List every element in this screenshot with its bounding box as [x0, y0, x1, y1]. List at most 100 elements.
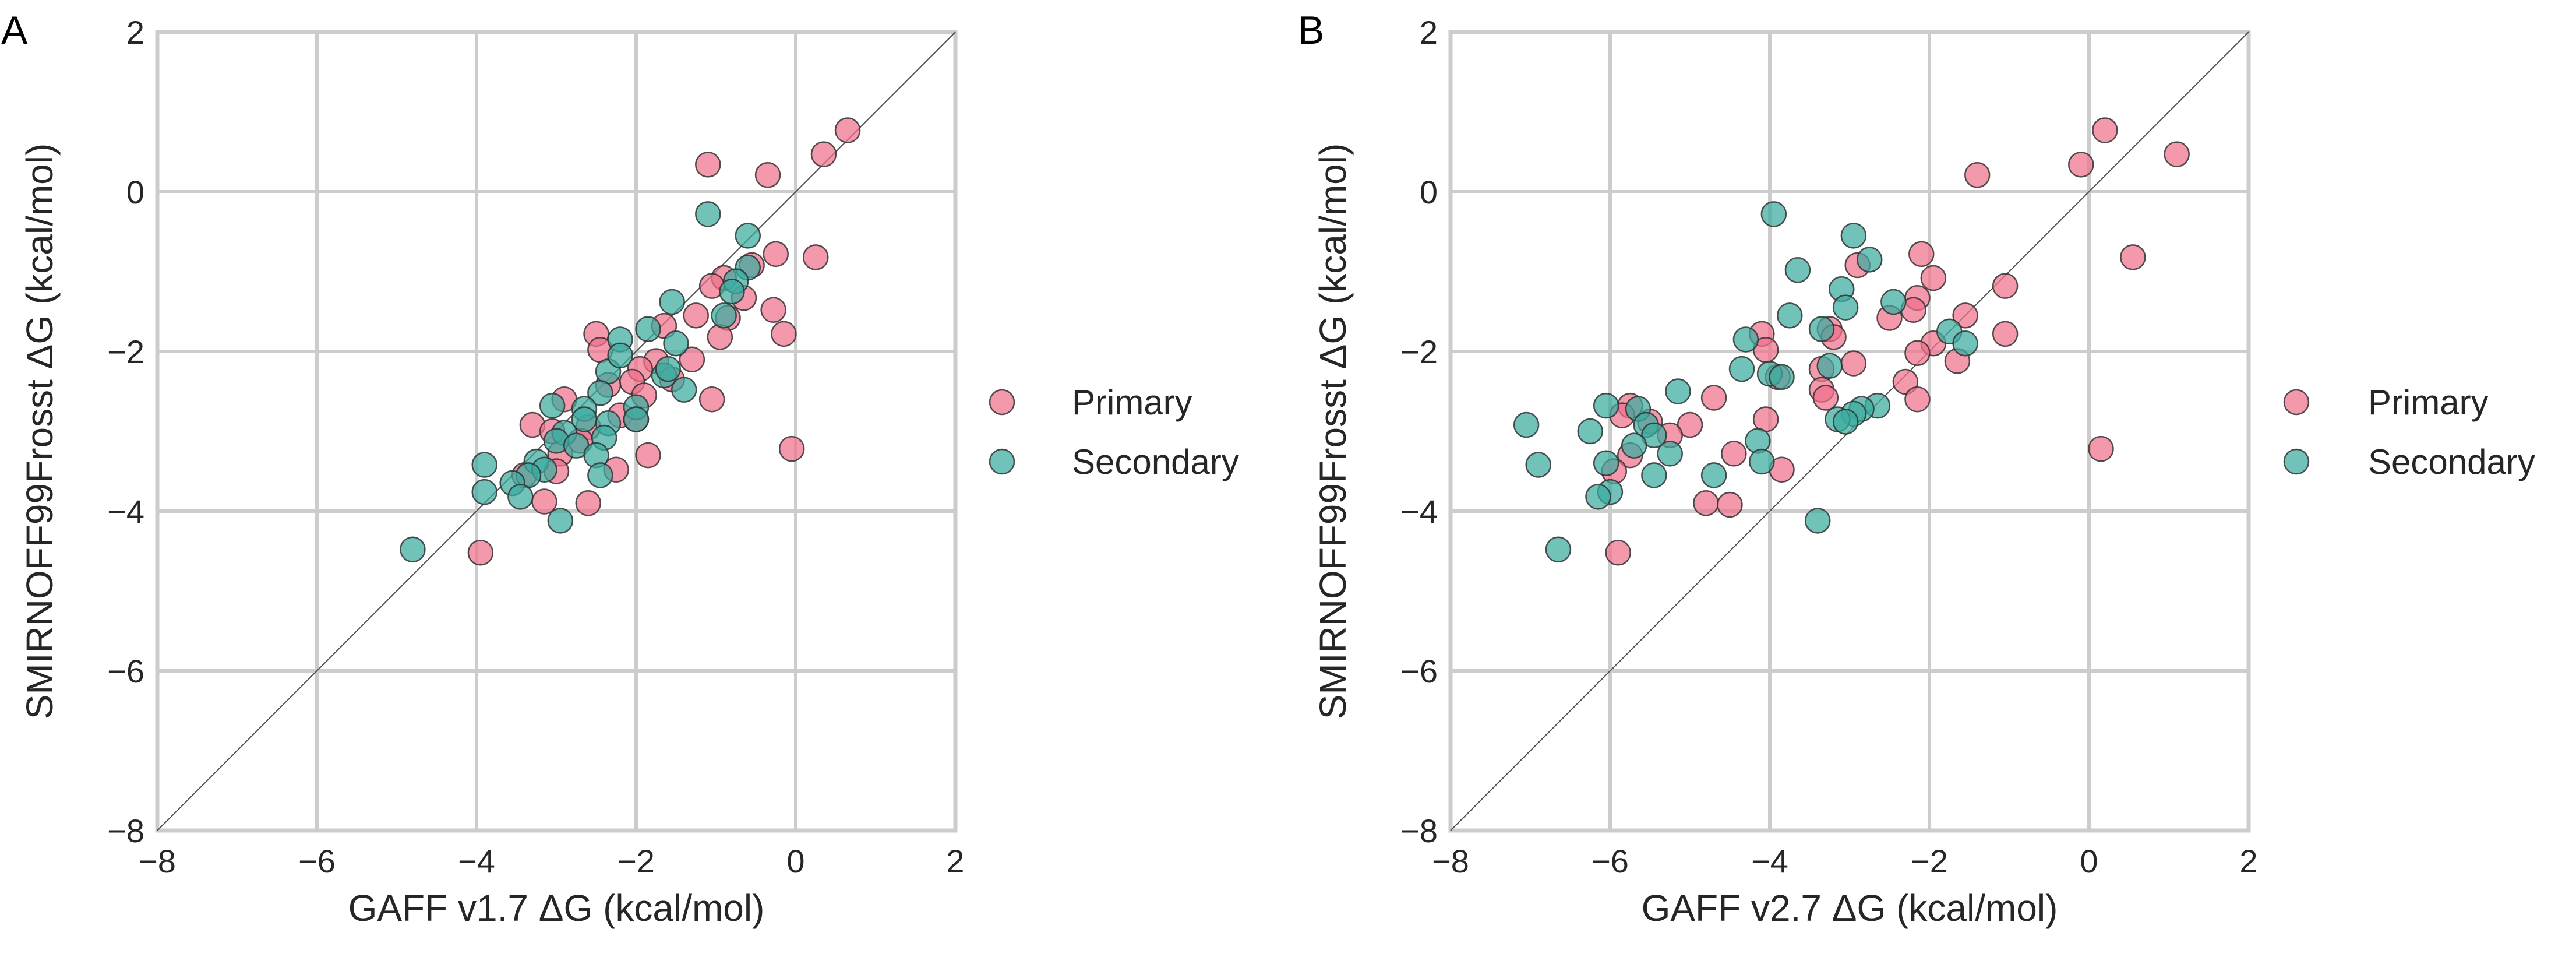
panel-a: −8 −6 −4 −2 0 2 −8 −6 −4 −2 0 2 GAFF v1.7 ΔG (kcal/m…	[1, 8, 1239, 929]
data-point-secondary	[1808, 316, 1835, 342]
data-point-primary	[2088, 435, 2114, 462]
data-point-primary	[683, 302, 709, 329]
data-point-primary	[1992, 321, 2019, 347]
y-axis-label: SMIRNOFF99Frosst ΔG (kcal/mol)	[19, 143, 61, 720]
x-tick-label: −6	[1592, 843, 1629, 879]
data-point-secondary	[1816, 353, 1843, 379]
data-point-secondary	[1769, 364, 1795, 390]
data-point-primary	[707, 324, 733, 350]
data-point-primary	[2068, 152, 2094, 178]
y-tick-label: 0	[126, 174, 144, 210]
data-point-secondary	[1593, 392, 1619, 419]
data-point-secondary	[471, 479, 497, 505]
legend-marker-primary	[2283, 389, 2310, 416]
y-tick-label: −4	[107, 493, 144, 530]
data-point-secondary	[719, 279, 745, 305]
data-point-secondary	[1513, 411, 1540, 438]
data-point-secondary	[1665, 378, 1691, 404]
data-point-secondary	[1952, 330, 1978, 357]
data-point-primary	[763, 241, 789, 268]
data-point-secondary	[1760, 201, 1787, 227]
data-point-secondary	[655, 356, 682, 382]
data-point-secondary	[1585, 484, 1611, 510]
data-point-secondary	[1641, 462, 1667, 488]
data-point-primary	[575, 490, 602, 516]
data-point-primary	[1840, 350, 1867, 377]
data-point-secondary	[1545, 536, 1572, 563]
y-tick-label: −2	[107, 333, 144, 370]
plot-frame	[1448, 30, 2251, 833]
legend-marker-primary	[989, 389, 1015, 416]
data-point-primary	[810, 141, 837, 167]
data-point-primary	[1752, 406, 1779, 432]
data-point-primary	[635, 442, 661, 469]
y-tick-label: −4	[1400, 493, 1438, 530]
data-point-primary	[1952, 302, 1978, 329]
data-point-primary	[1964, 161, 1991, 188]
y-tick-label: −6	[1400, 653, 1438, 689]
data-point-secondary	[1840, 223, 1867, 249]
data-point-primary	[771, 321, 797, 347]
data-point-secondary	[1749, 448, 1775, 475]
data-point-secondary	[635, 316, 661, 342]
data-point-secondary	[1804, 508, 1831, 534]
data-point-secondary	[1832, 409, 1859, 435]
data-point-primary	[1904, 340, 1931, 366]
data-point-secondary	[507, 484, 534, 510]
y-tick-label: 2	[126, 14, 144, 51]
legend-marker-secondary	[989, 448, 1015, 475]
x-tick-label: −4	[458, 843, 495, 879]
legend-label-secondary: Secondary	[1072, 442, 1239, 481]
data-point-secondary	[1728, 356, 1755, 382]
data-point-primary	[778, 435, 805, 462]
data-point-primary	[1812, 385, 1839, 411]
data-point-secondary	[539, 392, 566, 419]
data-point-secondary	[1880, 289, 1907, 315]
data-point-primary	[1908, 241, 1935, 268]
y-axis-label: SMIRNOFF99Frosst ΔG (kcal/mol)	[1312, 143, 1354, 720]
data-point-primary	[1700, 385, 1727, 411]
x-tick-label: 2	[946, 843, 964, 879]
data-point-primary	[1605, 539, 1631, 566]
data-point-primary	[1992, 273, 2019, 299]
x-tick-label: −2	[1911, 843, 1948, 879]
data-point-secondary	[587, 462, 613, 488]
data-point-secondary	[623, 406, 650, 432]
data-point-secondary	[547, 508, 574, 534]
data-point-secondary	[1657, 441, 1683, 467]
data-point-primary	[698, 386, 725, 413]
data-point-primary	[467, 539, 494, 566]
data-point-secondary	[1577, 418, 1603, 445]
y-tick-label: −6	[107, 653, 144, 689]
panel-letter: A	[1, 8, 28, 52]
y-tick-label: −2	[1400, 333, 1438, 370]
x-axis-label: GAFF v1.7 ΔG (kcal/mol)	[348, 887, 765, 929]
data-point-secondary	[1732, 326, 1759, 353]
x-tick-label: 2	[2239, 843, 2257, 879]
data-point-secondary	[663, 330, 689, 357]
data-point-primary	[2092, 117, 2118, 143]
data-point-secondary	[471, 452, 497, 478]
data-point-secondary	[659, 289, 685, 315]
data-point-secondary	[1593, 450, 1619, 477]
plot-frame	[155, 30, 958, 833]
data-point-primary	[1717, 491, 1743, 518]
data-point-primary	[1693, 490, 1719, 516]
panel-b: −8 −6 −4 −2 0 2 −8 −6 −4 −2 0 2 GAFF v2.7 ΔG (kcal/m…	[1298, 8, 2535, 929]
x-tick-label: −8	[139, 843, 176, 879]
data-point-primary	[2164, 141, 2190, 167]
legend-marker-secondary	[2283, 448, 2310, 475]
legend-label-primary: Primary	[2368, 383, 2489, 422]
y-tick-label: 2	[1420, 14, 1438, 51]
data-point-secondary	[1777, 302, 1803, 329]
data-point-primary	[1721, 441, 1747, 467]
data-point-primary	[1904, 386, 1931, 413]
y-tick-label: 0	[1420, 174, 1438, 210]
data-point-secondary	[1621, 432, 1647, 459]
data-point-primary	[834, 117, 861, 143]
data-point-secondary	[400, 536, 426, 563]
data-point-primary	[803, 244, 829, 270]
panel-letter: B	[1298, 8, 1324, 52]
data-point-secondary	[695, 201, 721, 227]
